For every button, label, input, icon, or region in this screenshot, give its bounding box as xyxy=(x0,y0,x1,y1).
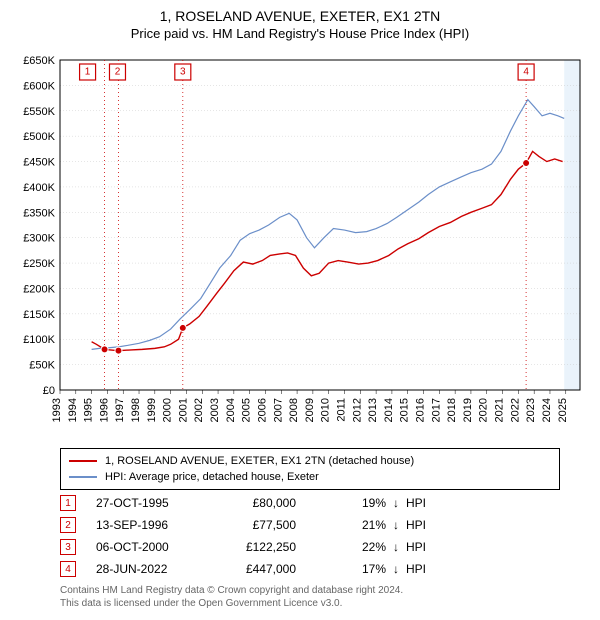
sales-arrow-icon: ↓ xyxy=(386,496,406,510)
title-block: 1, ROSELAND AVENUE, EXETER, EX1 2TN Pric… xyxy=(0,0,600,41)
sales-date: 06-OCT-2000 xyxy=(96,540,226,554)
sales-price: £447,000 xyxy=(226,562,336,576)
svg-text:£200K: £200K xyxy=(23,283,55,295)
legend: 1, ROSELAND AVENUE, EXETER, EX1 2TN (det… xyxy=(60,448,560,490)
sales-arrow-icon: ↓ xyxy=(386,540,406,554)
svg-text:2015: 2015 xyxy=(399,398,411,422)
svg-text:2006: 2006 xyxy=(256,398,268,422)
svg-text:2022: 2022 xyxy=(509,398,521,422)
svg-text:2014: 2014 xyxy=(383,398,395,422)
sales-hpi-label: HPI xyxy=(406,540,446,554)
svg-text:2013: 2013 xyxy=(367,398,379,422)
svg-text:£600K: £600K xyxy=(23,80,55,92)
svg-text:2002: 2002 xyxy=(193,398,205,422)
chart-svg: £0 £50K £100K £150K £200K £250K £300K £350K £400… xyxy=(10,50,590,440)
svg-text:2: 2 xyxy=(115,67,121,78)
sales-row: 2 13-SEP-1996£77,50021%↓HPI xyxy=(60,514,560,536)
footer-line2: This data is licensed under the Open Gov… xyxy=(60,597,403,610)
sales-pct: 19% xyxy=(336,496,386,510)
svg-text:1995: 1995 xyxy=(83,398,95,422)
svg-text:1997: 1997 xyxy=(114,398,126,422)
svg-text:£0: £0 xyxy=(43,385,55,397)
svg-text:2003: 2003 xyxy=(209,398,221,422)
legend-label: 1, ROSELAND AVENUE, EXETER, EX1 2TN (det… xyxy=(105,455,414,467)
legend-label: HPI: Average price, detached house, Exet… xyxy=(105,471,319,483)
svg-text:3: 3 xyxy=(180,67,186,78)
svg-text:1993: 1993 xyxy=(51,398,63,422)
sales-row: 3 06-OCT-2000£122,25022%↓HPI xyxy=(60,536,560,558)
sales-date: 13-SEP-1996 xyxy=(96,518,226,532)
svg-text:2024: 2024 xyxy=(541,398,553,422)
svg-text:£650K: £650K xyxy=(23,55,55,67)
svg-text:2007: 2007 xyxy=(272,398,284,422)
svg-text:1: 1 xyxy=(85,67,91,78)
sales-price: £77,500 xyxy=(226,518,336,532)
svg-text:1998: 1998 xyxy=(130,398,142,422)
svg-text:£100K: £100K xyxy=(23,334,55,346)
sales-marker: 4 xyxy=(60,561,76,577)
sales-pct: 17% xyxy=(336,562,386,576)
svg-text:2025: 2025 xyxy=(557,398,569,422)
svg-text:£450K: £450K xyxy=(23,157,55,169)
svg-text:1996: 1996 xyxy=(98,398,110,422)
svg-text:£300K: £300K xyxy=(23,233,55,245)
sales-date: 27-OCT-1995 xyxy=(96,496,226,510)
svg-text:2010: 2010 xyxy=(320,398,332,422)
svg-text:2004: 2004 xyxy=(225,398,237,422)
sales-date: 28-JUN-2022 xyxy=(96,562,226,576)
svg-text:£350K: £350K xyxy=(23,207,55,219)
sales-row: 4 28-JUN-2022£447,00017%↓HPI xyxy=(60,558,560,580)
svg-text:£250K: £250K xyxy=(23,258,55,270)
svg-text:2001: 2001 xyxy=(177,398,189,422)
svg-text:2000: 2000 xyxy=(162,398,174,422)
svg-text:1999: 1999 xyxy=(146,398,158,422)
legend-swatch xyxy=(69,460,97,462)
legend-row: 1, ROSELAND AVENUE, EXETER, EX1 2TN (det… xyxy=(69,453,551,469)
svg-text:£150K: £150K xyxy=(23,309,55,321)
svg-text:2008: 2008 xyxy=(288,398,300,422)
svg-text:2020: 2020 xyxy=(478,398,490,422)
sales-price: £122,250 xyxy=(226,540,336,554)
sales-hpi-label: HPI xyxy=(406,496,446,510)
svg-text:2011: 2011 xyxy=(335,398,347,422)
svg-text:2021: 2021 xyxy=(494,398,506,422)
svg-text:£500K: £500K xyxy=(23,131,55,143)
sales-arrow-icon: ↓ xyxy=(386,518,406,532)
svg-text:4: 4 xyxy=(523,67,529,78)
sales-marker: 3 xyxy=(60,539,76,555)
sales-marker: 2 xyxy=(60,517,76,533)
svg-text:2018: 2018 xyxy=(446,398,458,422)
sales-marker: 1 xyxy=(60,495,76,511)
sales-hpi-label: HPI xyxy=(406,562,446,576)
sales-pct: 21% xyxy=(336,518,386,532)
title-subtitle: Price paid vs. HM Land Registry's House … xyxy=(0,26,600,41)
title-address: 1, ROSELAND AVENUE, EXETER, EX1 2TN xyxy=(0,8,600,24)
svg-text:2016: 2016 xyxy=(415,398,427,422)
sales-table: 127-OCT-1995£80,00019%↓HPI213-SEP-1996£7… xyxy=(60,492,560,580)
svg-text:2019: 2019 xyxy=(462,398,474,422)
svg-text:£50K: £50K xyxy=(29,360,55,372)
svg-text:2012: 2012 xyxy=(351,398,363,422)
chart-area: £0 £50K £100K £150K £200K £250K £300K £350K £400… xyxy=(10,50,590,440)
chart-container: 1, ROSELAND AVENUE, EXETER, EX1 2TN Pric… xyxy=(0,0,600,620)
svg-text:1994: 1994 xyxy=(67,398,79,422)
svg-text:2017: 2017 xyxy=(430,398,442,422)
svg-text:2009: 2009 xyxy=(304,398,316,422)
sales-arrow-icon: ↓ xyxy=(386,562,406,576)
legend-row: HPI: Average price, detached house, Exet… xyxy=(69,469,551,485)
sales-row: 1 27-OCT-1995£80,00019%↓HPI xyxy=(60,492,560,514)
svg-text:2005: 2005 xyxy=(241,398,253,422)
sales-hpi-label: HPI xyxy=(406,518,446,532)
sales-pct: 22% xyxy=(336,540,386,554)
svg-text:£400K: £400K xyxy=(23,182,55,194)
sales-price: £80,000 xyxy=(226,496,336,510)
footer-attribution: Contains HM Land Registry data © Crown c… xyxy=(60,584,403,610)
legend-swatch xyxy=(69,476,97,478)
svg-text:£550K: £550K xyxy=(23,106,55,118)
footer-line1: Contains HM Land Registry data © Crown c… xyxy=(60,584,403,597)
svg-text:2023: 2023 xyxy=(525,398,537,422)
